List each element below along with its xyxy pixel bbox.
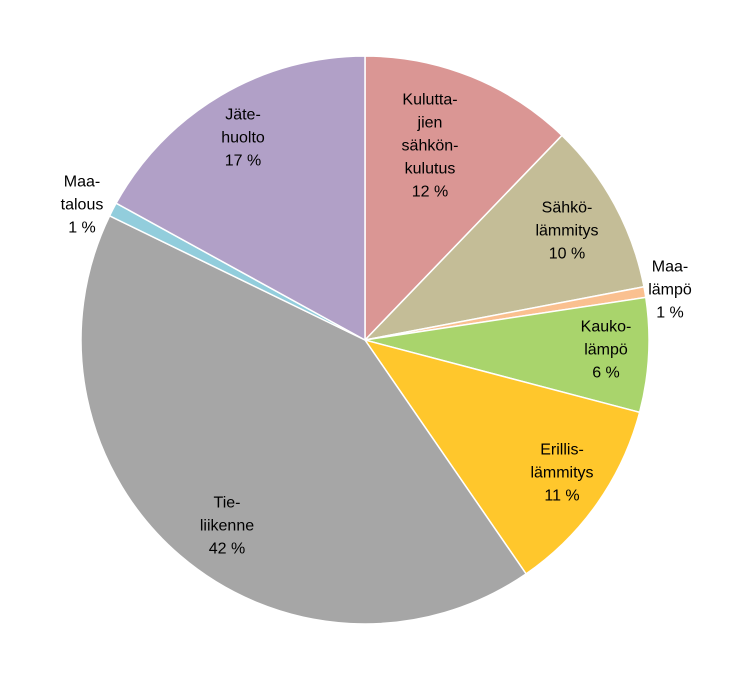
pie-slice-0 — [364, 55, 563, 341]
slice-value-label: 12 % — [411, 183, 449, 201]
slice-label-4: Erillis-lämmitys 11 % — [530, 439, 593, 508]
pie-slice-3 — [364, 296, 650, 414]
slice-value-label: 10 % — [548, 245, 586, 263]
slice-label-line: Tie- — [213, 494, 241, 512]
pie-slice-5 — [80, 215, 527, 625]
slice-label-2: Maa-lämpö 1 % — [648, 256, 692, 325]
slice-value-label: 17 % — [224, 152, 262, 170]
slice-label-0: Kulutta-jien sähkön-kulutus 12 % — [402, 89, 459, 204]
slice-value-label: 6 % — [592, 364, 620, 382]
slice-label-line: huolto — [221, 129, 265, 147]
slice-label-line: jien — [417, 114, 443, 132]
slice-label-line: Kauko- — [580, 318, 632, 336]
slice-label-line: Jäte- — [225, 106, 261, 124]
slice-label-line: lämmitys — [530, 464, 594, 482]
slice-value-label: 42 % — [208, 540, 246, 558]
slice-label-line: lämmitys — [535, 222, 599, 240]
slice-label-3: Kauko-lämpö 6 % — [581, 316, 632, 385]
slice-label-line: Maa- — [651, 258, 689, 276]
slice-label-6: Maa-talous 1 % — [61, 171, 104, 240]
slice-label-line: lämpö — [648, 281, 692, 299]
slice-label-line: lämpö — [584, 341, 628, 359]
pie-slice-4 — [364, 339, 641, 575]
slice-label-line: Sähkö- — [541, 199, 593, 217]
pie-slice-7 — [115, 55, 366, 341]
slice-label-line: talous — [60, 196, 104, 214]
slice-label-line: Erillis- — [540, 441, 584, 459]
slice-label-line: sähkön- — [401, 137, 459, 155]
slice-label-line: kulutus — [404, 160, 456, 178]
slice-value-label: 11 % — [544, 487, 580, 505]
slice-value-label: 1 % — [68, 219, 96, 237]
slice-label-line: Maa- — [63, 173, 101, 191]
slice-label-7: Jäte-huolto 17 % — [221, 104, 265, 173]
slice-label-line: Kulutta- — [402, 91, 458, 109]
slice-label-5: Tie-liikenne 42 % — [200, 492, 254, 561]
pie-slice-1 — [364, 134, 645, 341]
slice-value-label: 1 % — [656, 304, 684, 322]
slice-label-1: Sähkö-lämmitys 10 % — [535, 197, 598, 266]
slice-label-line: liikenne — [199, 517, 255, 535]
